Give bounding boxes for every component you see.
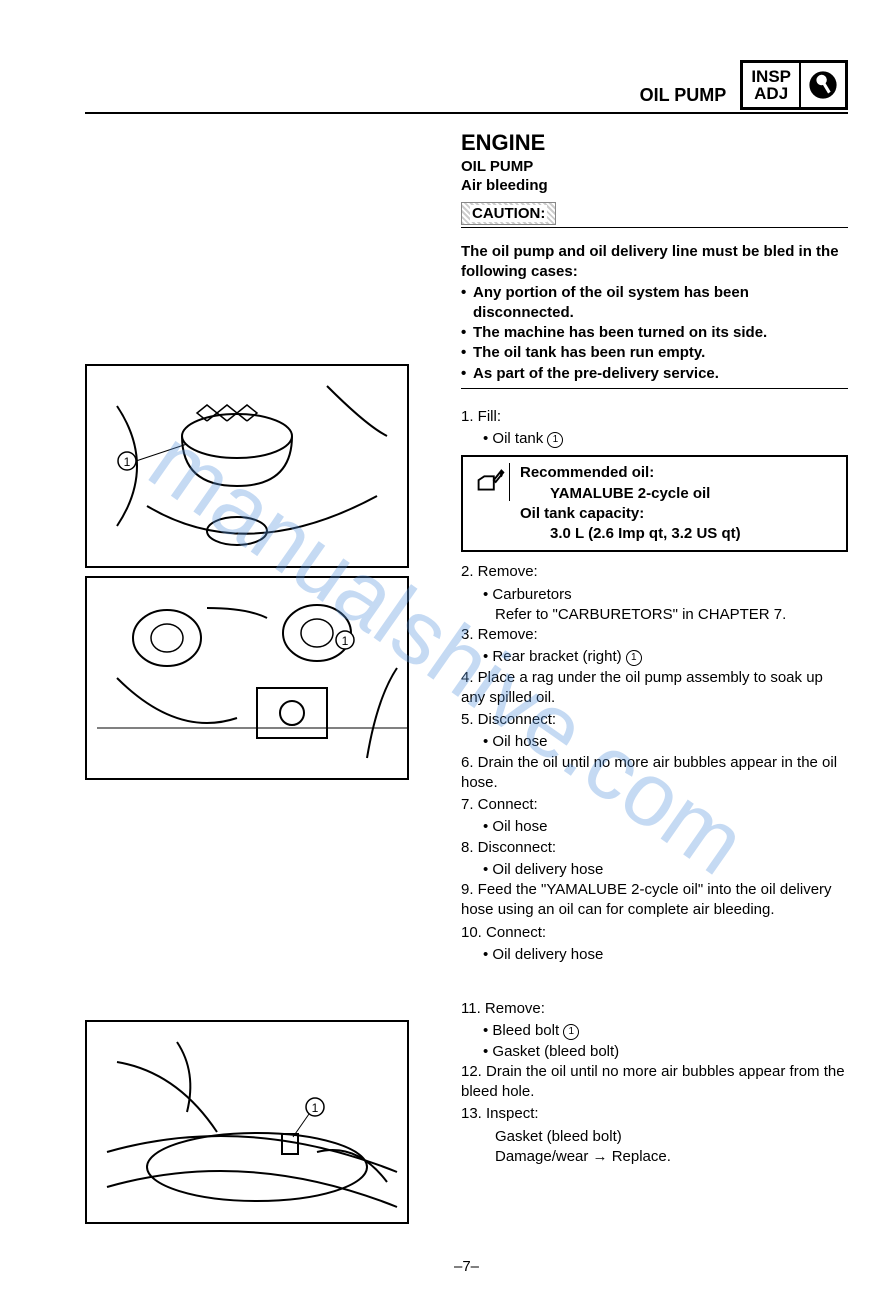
spec-box: Recommended oil: YAMALUBE 2-cycle oil Oi…: [461, 455, 848, 552]
step-10-sub: • Oil delivery hose: [461, 945, 848, 965]
spec-line: Recommended oil:: [520, 463, 741, 483]
step-4: 4. Place a rag under the oil pump assemb…: [461, 668, 848, 709]
step-11-sub-a: • Bleed bolt 1: [461, 1021, 848, 1041]
figure-bleed-bolt: 1: [85, 1020, 409, 1224]
page-number: –7–: [85, 1258, 848, 1275]
figure-oil-tank: 1: [85, 364, 409, 568]
oil-can-icon: [471, 463, 510, 501]
step-2-sub: • Carburetors: [461, 585, 848, 605]
step-13: 13. Inspect:: [461, 1104, 848, 1124]
text-column: ENGINE OIL PUMP Air bleeding CAUTION: Th…: [455, 124, 848, 1232]
step-10: 10. Connect:: [461, 923, 848, 943]
caution-item: As part of the pre-delivery service.: [473, 364, 848, 384]
caution-block: The oil pump and oil delivery line must …: [461, 242, 848, 384]
step-8-sub: • Oil delivery hose: [461, 860, 848, 880]
caution-intro: The oil pump and oil delivery line must …: [461, 242, 848, 283]
svg-text:1: 1: [312, 1101, 319, 1115]
step-1: 1. Fill:: [461, 407, 848, 427]
step-2: 2. Remove:: [461, 562, 848, 582]
step-8: 8. Disconnect:: [461, 838, 848, 858]
caution-item: The oil tank has been run empty.: [473, 343, 848, 363]
caution-item: The machine has been turned on its side.: [473, 323, 848, 343]
page-header: OIL PUMP INSP ADJ: [85, 60, 848, 114]
header-badge: INSP ADJ: [740, 60, 848, 110]
step-6: 6. Drain the oil until no more air bubbl…: [461, 753, 848, 794]
wrench-icon: [801, 63, 845, 107]
spec-line: YAMALUBE 2-cycle oil: [520, 484, 741, 504]
step-5-sub: • Oil hose: [461, 732, 848, 752]
step-3: 3. Remove:: [461, 625, 848, 645]
step-7: 7. Connect:: [461, 795, 848, 815]
svg-text:1: 1: [124, 455, 131, 469]
oil-pump-heading: OIL PUMP: [461, 158, 848, 175]
spec-line: Oil tank capacity:: [520, 504, 741, 524]
step-9: 9. Feed the "YAMALUBE 2-cycle oil" into …: [461, 880, 848, 921]
step-13-sub-b: Damage/wear → Replace.: [461, 1147, 848, 1167]
step-2-ref: Refer to "CARBURETORS" in CHAPTER 7.: [461, 605, 848, 625]
svg-text:1: 1: [342, 634, 349, 648]
figures-column: 1 1: [85, 124, 445, 1232]
header-badge-line1: INSP: [751, 68, 791, 85]
header-badge-text: INSP ADJ: [743, 63, 801, 107]
caution-item: Any portion of the oil system has been d…: [473, 283, 848, 324]
air-bleeding-heading: Air bleeding: [461, 177, 848, 194]
header-title: OIL PUMP: [85, 85, 740, 110]
engine-heading: ENGINE: [461, 130, 848, 156]
step-5: 5. Disconnect:: [461, 710, 848, 730]
spec-line: 3.0 L (2.6 Imp qt, 3.2 US qt): [520, 524, 741, 544]
step-11-sub-b: • Gasket (bleed bolt): [461, 1042, 848, 1062]
step-12: 12. Drain the oil until no more air bubb…: [461, 1062, 848, 1103]
header-badge-line2: ADJ: [754, 85, 788, 102]
step-1-sub: • Oil tank 1: [461, 429, 848, 449]
caution-label: CAUTION:: [461, 202, 556, 225]
figure-carburetor: 1: [85, 576, 409, 780]
step-3-sub: • Rear bracket (right) 1: [461, 647, 848, 667]
step-7-sub: • Oil hose: [461, 817, 848, 837]
step-13-sub-a: Gasket (bleed bolt): [461, 1127, 848, 1147]
step-11: 11. Remove:: [461, 999, 848, 1019]
